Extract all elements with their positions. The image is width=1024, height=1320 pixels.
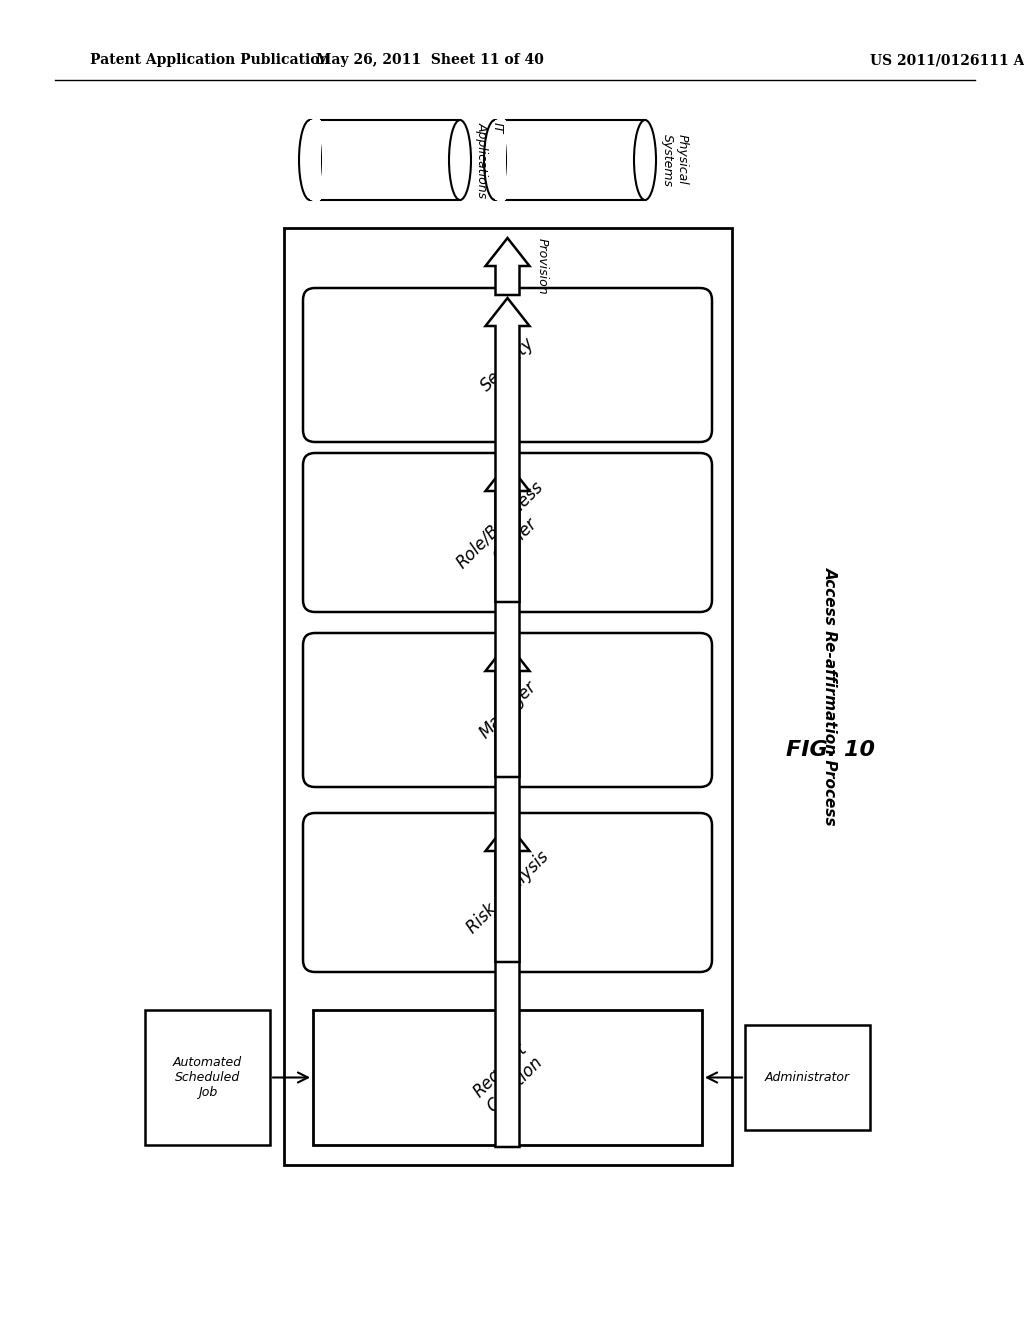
Bar <box>310 120 460 201</box>
Bar <box>313 1010 702 1144</box>
Text: Risk Analysis: Risk Analysis <box>463 847 552 937</box>
Bar <box>284 228 732 1166</box>
Polygon shape <box>485 463 529 777</box>
Ellipse shape <box>634 120 656 201</box>
Polygon shape <box>485 822 529 1147</box>
Text: Physical
Systems: Physical Systems <box>662 133 689 186</box>
Bar <box>745 1026 870 1130</box>
Polygon shape <box>485 643 529 962</box>
Ellipse shape <box>299 120 321 201</box>
Text: Administrator: Administrator <box>765 1071 850 1084</box>
Text: Automated
Scheduled
Job: Automated Scheduled Job <box>173 1056 242 1100</box>
Bar <box>310 120 321 201</box>
Text: US 2011/0126111 A1: US 2011/0126111 A1 <box>870 53 1024 67</box>
Text: Provision: Provision <box>536 238 549 294</box>
FancyBboxPatch shape <box>303 453 712 612</box>
Ellipse shape <box>449 120 471 201</box>
Text: Request
Creation: Request Creation <box>469 1039 546 1117</box>
Text: Security: Security <box>477 334 538 396</box>
Text: FIG. 10: FIG. 10 <box>785 741 874 760</box>
Text: Access Re-affirmation Process: Access Re-affirmation Process <box>822 568 838 826</box>
Text: Patent Application Publication: Patent Application Publication <box>90 53 330 67</box>
Polygon shape <box>485 238 529 294</box>
FancyBboxPatch shape <box>303 813 712 972</box>
Bar <box>495 120 506 201</box>
Bar <box>495 120 645 201</box>
Text: Manager: Manager <box>475 678 540 742</box>
Text: May 26, 2011  Sheet 11 of 40: May 26, 2011 Sheet 11 of 40 <box>316 53 544 67</box>
Text: IT
Applications: IT Applications <box>476 121 504 198</box>
FancyBboxPatch shape <box>303 288 712 442</box>
FancyBboxPatch shape <box>303 634 712 787</box>
Text: Role/Business
Owner: Role/Business Owner <box>453 478 562 587</box>
Ellipse shape <box>484 120 506 201</box>
Polygon shape <box>485 298 529 602</box>
Bar <box>145 1010 270 1144</box>
